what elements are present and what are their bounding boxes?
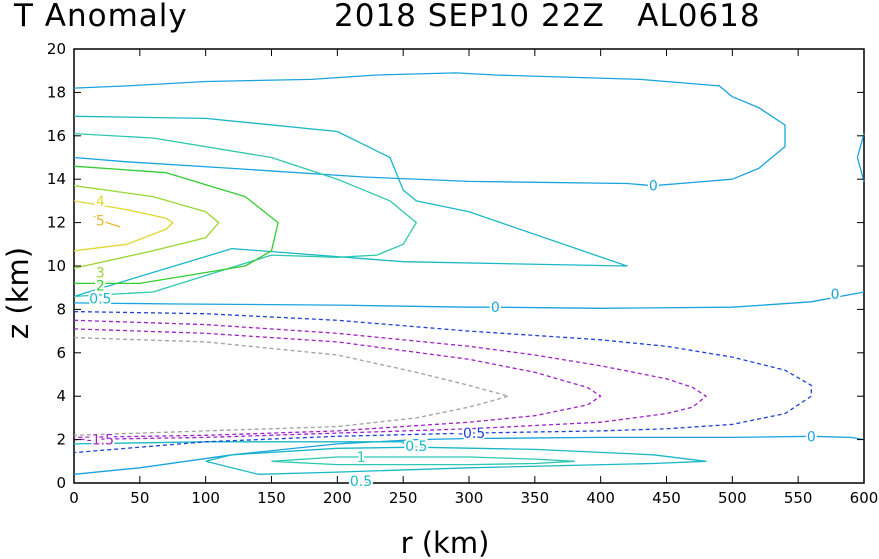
- contour-label: 0: [831, 287, 840, 303]
- contour-label: 0.5: [89, 292, 111, 308]
- y-tick-label: 18: [47, 83, 66, 101]
- chart-title-right: 2018 SEP10 22Z AL0618: [334, 0, 761, 34]
- contour-label: 0.5: [405, 439, 427, 455]
- contour-line-16: [73, 336, 510, 436]
- contour-label: -1.5: [87, 433, 114, 449]
- contour-line-15: [73, 328, 602, 439]
- x-tick-label: 200: [323, 489, 352, 507]
- y-tick-label: 14: [47, 170, 66, 188]
- y-tick-label: 6: [56, 344, 66, 362]
- x-tick-label: 400: [586, 489, 615, 507]
- y-tick-label: 8: [56, 300, 66, 318]
- contour-line-11: [73, 200, 174, 252]
- contour-label: -0.5: [458, 426, 485, 442]
- x-tick-label: 50: [130, 489, 149, 507]
- y-axis-label: z (km): [1, 247, 35, 339]
- contour-label: 1: [357, 450, 366, 466]
- contour-line-5: [73, 441, 404, 445]
- x-tick-label: 500: [718, 489, 747, 507]
- contour-label: 3: [96, 266, 105, 282]
- contour-line-7: [73, 132, 417, 298]
- x-tick-label: 100: [191, 489, 220, 507]
- contour-label: 5: [96, 213, 105, 229]
- contour-label: 0: [807, 429, 816, 445]
- plot-area: [73, 48, 865, 484]
- contour-label: 0.5: [350, 474, 372, 490]
- contour-line-14: [73, 319, 707, 441]
- x-tick-label: 300: [455, 489, 484, 507]
- x-tick-label: 600: [850, 489, 879, 507]
- contour-line-9: [73, 165, 279, 285]
- y-tick-label: 12: [47, 214, 66, 232]
- x-axis-label: r (km): [401, 526, 490, 559]
- contour-line-8: [271, 456, 575, 466]
- contour-line-6: [205, 446, 707, 475]
- x-tick-label: 350: [521, 489, 550, 507]
- y-tick-label: 20: [47, 40, 66, 58]
- x-tick-label: 0: [69, 489, 79, 507]
- x-tick-label: 250: [389, 489, 418, 507]
- x-tick-label: 450: [652, 489, 681, 507]
- contour-label: 2: [96, 279, 105, 295]
- contour-line-12: [93, 215, 121, 228]
- chart-title-left: T Anomaly: [14, 0, 188, 34]
- y-tick-label: 0: [56, 474, 66, 492]
- contour-line-13: [73, 310, 812, 454]
- y-tick-label: 10: [47, 257, 66, 275]
- x-tick-label: 150: [257, 489, 286, 507]
- y-tick-label: 16: [47, 127, 66, 145]
- contour-line-4: [73, 115, 628, 298]
- contour-line-0: [73, 72, 786, 187]
- contour-line-3: [73, 435, 865, 475]
- contour-label: 0: [491, 300, 500, 316]
- y-tick-label: 2: [56, 431, 66, 449]
- x-tick-label: 550: [784, 489, 813, 507]
- contour-line-2: [73, 291, 865, 309]
- y-tick-label: 4: [56, 387, 66, 405]
- contour-label: 0: [649, 179, 658, 195]
- contour-line-10: [73, 185, 220, 269]
- contour-label: 4: [96, 194, 105, 210]
- contour-line-1: [856, 133, 865, 182]
